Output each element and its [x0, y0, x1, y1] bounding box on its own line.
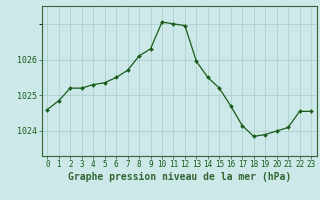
X-axis label: Graphe pression niveau de la mer (hPa): Graphe pression niveau de la mer (hPa): [68, 172, 291, 182]
